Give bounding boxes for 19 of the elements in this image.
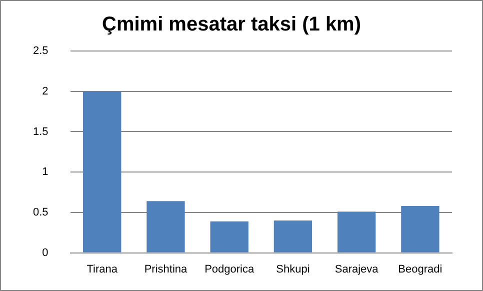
x-tick-label: Podgorica [204, 263, 255, 276]
x-tick-label: Tirana [86, 263, 118, 276]
y-tick-label: 0.5 [32, 206, 48, 218]
x-tick-label: Beogradi [398, 263, 442, 276]
y-tick-label: 1.5 [32, 126, 48, 138]
bar [146, 201, 185, 252]
y-tick-label: 2 [42, 85, 48, 98]
x-tick-label: Sarajeva [334, 263, 380, 276]
chart-title: Çmimi mesatar taksi (1 km) [102, 14, 362, 36]
bar [401, 206, 440, 252]
y-tick-label: 2.5 [32, 45, 48, 58]
y-tick-label: 1 [42, 166, 48, 178]
y-tick-label: 0 [42, 246, 48, 259]
bar [274, 220, 312, 252]
bar [210, 221, 248, 252]
x-tick-label: Prishtina [144, 263, 188, 276]
bar [83, 91, 122, 252]
bar [337, 212, 376, 252]
x-tick-label: Shkupi [276, 263, 310, 276]
